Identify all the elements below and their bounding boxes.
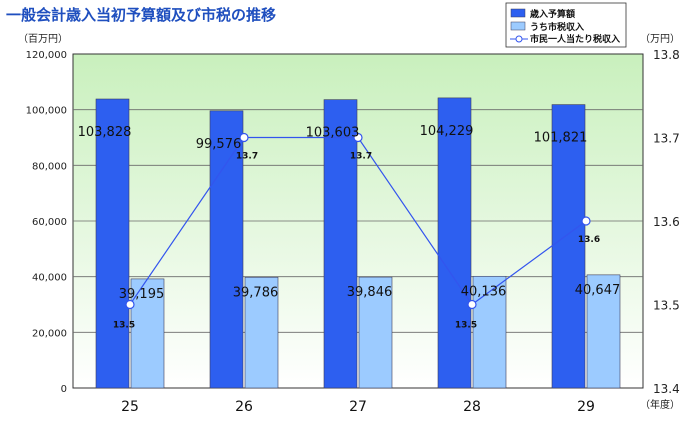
line-value-label: 13.7 bbox=[236, 152, 258, 162]
line-value-label: 13.6 bbox=[578, 235, 600, 245]
line-point-29 bbox=[581, 216, 591, 226]
right-tick-label: 13.4 bbox=[653, 382, 680, 396]
category-label: 29 bbox=[577, 399, 595, 415]
bar-value-label: 39,786 bbox=[233, 285, 279, 300]
line-point-26 bbox=[239, 132, 249, 143]
bar-revenue-28 bbox=[437, 97, 472, 389]
legend-box bbox=[505, 2, 627, 48]
legend-label: 市民一人当たり税収入 bbox=[530, 33, 620, 45]
line-value-label: 13.5 bbox=[113, 321, 135, 331]
bar-revenue-29 bbox=[551, 104, 586, 389]
bar-value-label: 104,229 bbox=[420, 124, 474, 139]
right-tick-label: 13.8 bbox=[653, 48, 680, 62]
line-value-label: 13.7 bbox=[350, 152, 372, 162]
legend-swatch-tax bbox=[510, 21, 526, 31]
bar-value-label: 103,828 bbox=[78, 125, 132, 140]
bar-revenue-27 bbox=[323, 99, 358, 389]
legend-label: 歳入予算額 bbox=[529, 8, 575, 20]
line-value-label: 13.5 bbox=[455, 321, 477, 331]
left-tick-label: 100,000 bbox=[26, 106, 67, 117]
axes: 0 20,000 40,000 60,000 80,000 100,000 120,000 1… bbox=[26, 48, 680, 415]
bar-tax-28 bbox=[472, 275, 507, 389]
data-labels: 103,828 39,195 99,576 39,786 103,603 39,846 10… bbox=[78, 124, 621, 331]
left-tick-label: 80,000 bbox=[32, 161, 67, 172]
bar-value-label: 39,846 bbox=[347, 285, 393, 300]
left-tick-label: 40,000 bbox=[32, 273, 67, 284]
category-label: 26 bbox=[235, 399, 253, 415]
line-series bbox=[125, 132, 591, 310]
legend-swatch-revenue bbox=[510, 8, 526, 18]
left-tick-label: 0 bbox=[61, 384, 67, 395]
line-point-25 bbox=[125, 299, 135, 310]
bar-value-label: 39,195 bbox=[119, 287, 165, 302]
left-tick-label: 120,000 bbox=[26, 50, 67, 61]
bar-value-label: 40,136 bbox=[461, 284, 507, 299]
right-axis-unit: （万円） bbox=[640, 33, 680, 45]
line-point-27 bbox=[353, 132, 363, 143]
bar-revenue-26 bbox=[209, 110, 244, 389]
category-label: 28 bbox=[463, 399, 481, 415]
bar-tax-29 bbox=[586, 274, 621, 389]
x-axis-unit: （年度） bbox=[640, 398, 680, 411]
bar-tax-27 bbox=[358, 276, 393, 389]
legend-line-marker bbox=[515, 35, 523, 43]
left-tick-label: 20,000 bbox=[32, 328, 67, 339]
left-axis-unit: （百万円） bbox=[18, 33, 68, 45]
left-tick-label: 60,000 bbox=[32, 217, 67, 228]
bar-value-label: 103,603 bbox=[306, 126, 360, 141]
bars bbox=[95, 97, 621, 389]
right-tick-label: 13.6 bbox=[653, 215, 680, 229]
bar-value-label: 40,647 bbox=[575, 283, 621, 298]
bar-value-label: 101,821 bbox=[534, 131, 588, 146]
category-label: 25 bbox=[121, 399, 139, 415]
right-tick-label: 13.5 bbox=[653, 299, 680, 313]
chart-title: 一般会計歳入当初予算額及び市税の推移 bbox=[6, 6, 276, 24]
legend-label: うち市税収入 bbox=[530, 21, 584, 33]
gridlines bbox=[73, 109, 643, 333]
right-tick-label: 13.7 bbox=[653, 132, 680, 146]
bar-value-label: 99,576 bbox=[196, 137, 242, 152]
bar-tax-26 bbox=[244, 276, 279, 389]
category-label: 27 bbox=[349, 399, 367, 415]
line-point-28 bbox=[467, 299, 477, 310]
bar-revenue-25 bbox=[95, 98, 130, 389]
